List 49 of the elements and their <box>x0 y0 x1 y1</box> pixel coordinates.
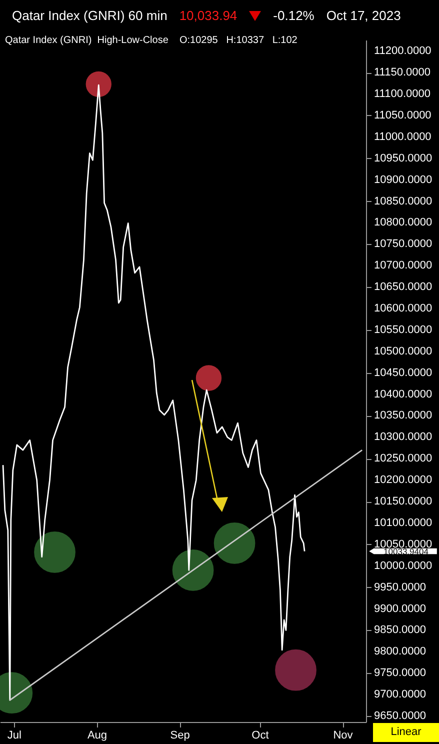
y-tick-label: 10300.0000 <box>374 431 432 444</box>
line-series <box>2 84 306 701</box>
y-tick-label: 10100.0000 <box>374 516 432 529</box>
text: Oct 17, 2023 <box>326 8 401 23</box>
point <box>196 365 222 391</box>
y-tick-label: 10500.0000 <box>374 345 432 358</box>
point <box>275 649 316 691</box>
point <box>214 522 256 564</box>
text: -0.12% <box>273 8 314 23</box>
y-tick-label: 10600.0000 <box>374 302 432 315</box>
point <box>172 550 214 591</box>
y-tick-label: 9900.0000 <box>374 602 426 615</box>
y-tick-label: 10400.0000 <box>374 388 432 400</box>
y-tick-label: 11200.0000 <box>374 45 432 58</box>
chart-title: Qatar Index (GNRI) 60 min <box>12 8 168 23</box>
y-tick-label: 11050.0000 <box>374 109 432 122</box>
y-tick-label: 11000.0000 <box>374 130 432 143</box>
y-tick-label: 9800.0000 <box>374 646 426 658</box>
x-tick-label: Oct <box>252 730 269 742</box>
y-tick-label: 10150.0000 <box>374 496 432 508</box>
y-tick-label: 9700.0000 <box>374 688 426 701</box>
y-tick-label: 10200.0000 <box>374 474 432 486</box>
y-tick-label: 9850.0000 <box>374 624 426 636</box>
y-tick-label: 10450.0000 <box>374 366 432 379</box>
y-tick-label: 10900.0000 <box>374 174 432 186</box>
y-tick-label: 10650.0000 <box>374 281 432 294</box>
y-tick-label: 10550.0000 <box>374 324 432 336</box>
y-tick-label: 10950.0000 <box>374 152 432 164</box>
y-tick-label: 10700.0000 <box>374 260 432 272</box>
y-tick-label: 9950.0000 <box>374 581 426 594</box>
x-tick-label: Aug <box>87 730 108 742</box>
y-tick-label: 10250.0000 <box>374 452 432 465</box>
y-tick-label: 11100.0000 <box>374 88 430 100</box>
text: 10,033.94 <box>179 8 238 23</box>
y-tick-label: 10000.0000 <box>374 560 432 572</box>
point <box>34 531 76 573</box>
y-tick-label: 10750.0000 <box>374 238 432 250</box>
x-tick-label: Jul <box>7 730 22 742</box>
y-tick-label: 10800.0000 <box>374 216 432 229</box>
y-tick-label: 10850.0000 <box>374 195 432 208</box>
y-tick-label: 9650.0000 <box>374 710 426 722</box>
y-tick-label: 11150.0000 <box>374 66 430 79</box>
y-tick-label: 9750.0000 <box>374 667 426 680</box>
x-tick-label: Sep <box>170 730 190 742</box>
text: Linear <box>373 723 439 742</box>
point <box>86 71 112 97</box>
chart-subtitle: Qatar Index (GNRI) High-Low-Close O:10295 H:10337 L:102 <box>5 35 298 46</box>
x-tick-label: Nov <box>333 730 354 742</box>
y-tick-label: 10350.0000 <box>374 410 432 422</box>
